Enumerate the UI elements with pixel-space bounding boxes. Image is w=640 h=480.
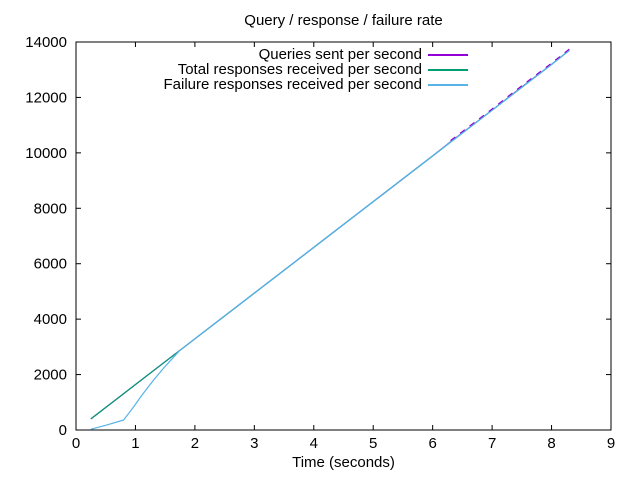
y-tick-label: 12000 [25, 89, 67, 106]
x-tick-label: 9 [607, 435, 615, 452]
y-tick-label: 8000 [34, 200, 67, 217]
x-tick-label: 8 [547, 435, 555, 452]
y-tick-label: 4000 [34, 311, 67, 328]
chart-title: Query / response / failure rate [244, 12, 443, 29]
x-tick-label: 6 [428, 435, 436, 452]
y-tick-label: 6000 [34, 256, 67, 273]
legend-item-total-responses: Total responses received per second [164, 61, 468, 78]
legend-label: Failure responses received per second [163, 76, 422, 93]
legend-label: Total responses received per second [177, 61, 422, 78]
x-tick-label: 7 [488, 435, 496, 452]
legend: Queries sent per second Total responses … [163, 46, 468, 93]
series-line-failure-responses-received-per-second [90, 49, 570, 430]
y-tick-label: 2000 [34, 367, 67, 384]
series-line-queries-sent-per-second-visible-segment [450, 48, 570, 142]
x-tick-label: 1 [131, 435, 139, 452]
y-tick-label: 14000 [25, 34, 67, 51]
legend-line-sample-queries [428, 53, 468, 56]
legend-item-queries: Queries sent per second [164, 46, 468, 63]
legend-line-sample-failure-responses [428, 83, 468, 86]
legend-label: Queries sent per second [258, 46, 422, 63]
y-tick-label: 10000 [25, 145, 67, 162]
x-axis-label: Time (seconds) [292, 454, 395, 471]
x-tick-label: 5 [369, 435, 377, 452]
legend-item-failure-responses: Failure responses received per second [163, 76, 468, 93]
plot-border [75, 41, 612, 431]
x-tick-label: 2 [191, 435, 199, 452]
legend-line-sample-total-responses [428, 68, 468, 71]
x-tick-label: 0 [72, 435, 80, 452]
x-tick-label: 3 [250, 435, 258, 452]
x-tick-label: 4 [310, 435, 318, 452]
y-tick-label: 0 [59, 422, 67, 439]
